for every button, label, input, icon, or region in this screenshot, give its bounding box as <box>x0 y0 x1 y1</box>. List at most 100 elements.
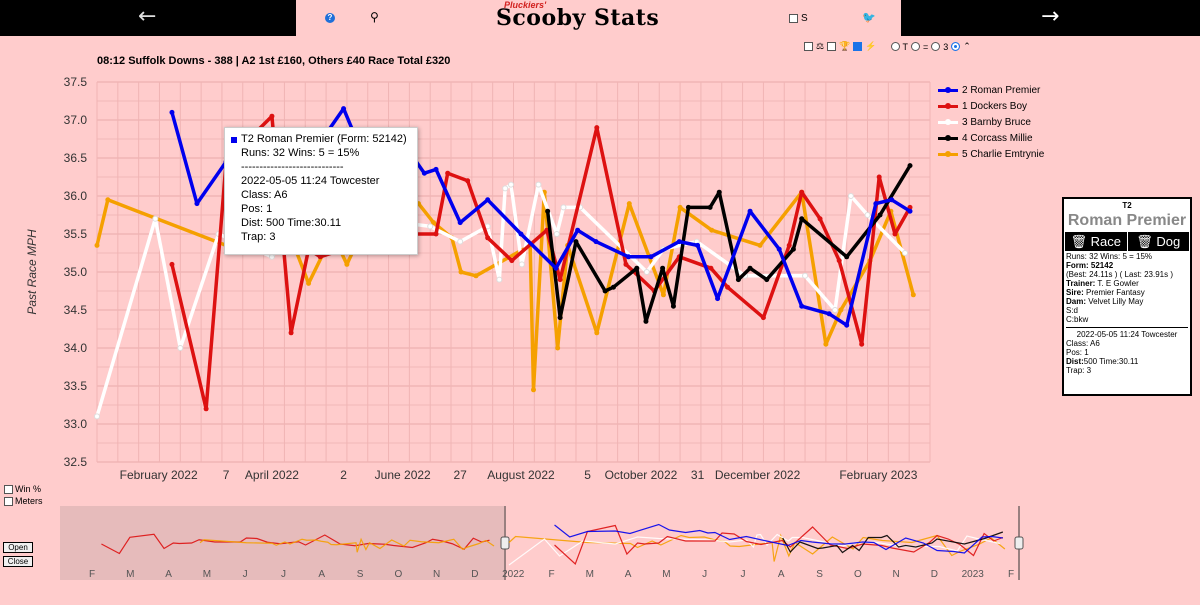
close-button[interactable]: Close <box>3 556 33 567</box>
key-icon[interactable]: ⚲ <box>370 10 379 24</box>
top-bar: ← ? ⚲ Pluckiers' Scooby Stats S 🐦 → <box>0 0 1200 36</box>
data-point <box>799 303 805 309</box>
overview-tick-label: M <box>586 569 594 580</box>
data-point <box>764 277 770 283</box>
data-point <box>902 250 909 256</box>
legend-item[interactable]: 2 Roman Premier <box>938 82 1044 98</box>
card-class: Class: A6 <box>1066 339 1100 348</box>
radio-equal[interactable] <box>911 42 921 51</box>
legend-item[interactable]: 5 Charlie Emtrynie <box>938 146 1044 162</box>
scale-checkbox[interactable] <box>804 42 813 51</box>
data-point <box>502 185 509 192</box>
data-point <box>776 246 782 252</box>
header-center: ? ⚲ Pluckiers' Scooby Stats S 🐦 <box>296 0 901 36</box>
legend-label: 2 Roman Premier <box>962 84 1041 96</box>
data-point <box>433 231 439 237</box>
overview-tick-label: F <box>89 569 95 580</box>
card-trainer-row: Trainer: T. E Gowler <box>1066 279 1188 288</box>
s-toggle[interactable]: S <box>789 13 808 24</box>
radio-3[interactable] <box>931 42 941 51</box>
arrow-left-icon[interactable]: ← <box>138 4 157 29</box>
data-point <box>643 269 650 275</box>
help-icon[interactable]: ? <box>325 13 335 23</box>
tooltip-date: 2022-05-05 11:24 Towcester <box>241 175 380 187</box>
overview-tick-label: 2022 <box>502 569 525 580</box>
y-tick-label: 36.5 <box>64 151 88 165</box>
overview-tick-label: S <box>357 569 364 580</box>
overview-tick-label: A <box>625 569 632 580</box>
data-point <box>844 322 850 328</box>
chart-options: ⚖ 🏆 ⚡ T = 3 ⌃ <box>804 41 971 52</box>
chart-series <box>94 106 916 420</box>
data-point <box>421 170 427 176</box>
data-point <box>152 215 159 222</box>
card-runs: Runs: 32 Wins: 5 = 15% <box>1066 252 1153 261</box>
data-point <box>594 330 600 336</box>
overview-navigator: F M A M J J A S O N D 2022 F M A M J J A S O N D 2023 F <box>60 506 1024 580</box>
data-point <box>859 341 865 347</box>
bolt-checkbox[interactable] <box>853 42 863 51</box>
overview-tick-label: F <box>1008 569 1014 580</box>
legend-item[interactable]: 3 Barnby Bruce <box>938 114 1044 130</box>
data-point <box>457 220 463 226</box>
win-pct-toggle[interactable]: Win % <box>4 483 43 495</box>
s-checkbox[interactable] <box>789 14 798 23</box>
legend-swatch-white <box>938 118 958 125</box>
radio-up[interactable] <box>951 42 961 51</box>
win-pct-checkbox[interactable] <box>4 484 13 494</box>
data-point <box>847 193 854 199</box>
dog-card: T2 Roman Premier 🗑 Race 🗑 Dog Runs: 32 W… <box>1062 197 1192 396</box>
meters-toggle[interactable]: Meters <box>4 495 43 507</box>
y-tick-label: 34.0 <box>64 341 88 355</box>
nav-prev[interactable]: ← <box>0 0 296 36</box>
overview-tick-label: J <box>740 569 745 580</box>
card-form: 52142 <box>1090 261 1114 270</box>
radio-up-label: ⌃ <box>963 41 971 51</box>
arrow-right-icon[interactable]: → <box>1041 4 1060 29</box>
legend-label: 5 Charlie Emtrynie <box>962 148 1045 160</box>
trophy-checkbox[interactable] <box>827 42 837 51</box>
data-point <box>203 406 209 412</box>
data-point <box>747 208 753 214</box>
meters-checkbox[interactable] <box>4 496 13 506</box>
data-point <box>169 109 175 115</box>
overview-left-handle <box>500 536 510 550</box>
card-dist-row: Dist:500 Time:30.11 <box>1066 357 1188 366</box>
data-point <box>288 330 294 336</box>
data-point <box>648 254 654 260</box>
meters-label: Meters <box>15 496 43 506</box>
legend-item[interactable]: 1 Dockers Boy <box>938 98 1044 114</box>
data-point <box>716 189 722 195</box>
x-tick-label: 27 <box>454 468 468 482</box>
trophy-icon: 🏆 <box>839 41 851 51</box>
legend-label: 1 Dockers Boy <box>962 100 1028 112</box>
data-point <box>509 258 515 264</box>
x-axis-ticks: February 2022 7 April 2022 2 June 2022 27 Augu… <box>120 468 918 482</box>
data-point <box>676 239 682 245</box>
delete-race-button[interactable]: 🗑 Race <box>1065 232 1127 251</box>
overview-tick-label: 2023 <box>962 569 985 580</box>
overview-tick-label: D <box>471 569 478 580</box>
data-point <box>269 113 275 119</box>
data-point <box>431 220 437 226</box>
data-point <box>473 273 479 279</box>
data-point <box>747 265 753 271</box>
legend-item[interactable]: 4 Corcass Millie <box>938 130 1044 146</box>
overview-tick-label: S <box>816 569 823 580</box>
legend-label: 3 Barnby Bruce <box>962 116 1031 128</box>
legend-swatch-blue <box>938 86 958 93</box>
twitter-icon[interactable]: 🐦 <box>862 11 876 24</box>
data-point <box>634 265 640 271</box>
nav-next[interactable]: → <box>901 0 1200 36</box>
overview-series <box>199 537 495 553</box>
data-point <box>907 163 913 169</box>
win-pct-label: Win % <box>15 484 42 494</box>
radio-t[interactable] <box>890 42 900 51</box>
data-point <box>105 197 111 203</box>
data-point <box>553 265 559 271</box>
data-point <box>610 284 616 290</box>
overview-tick-label: O <box>854 569 862 580</box>
delete-dog-button[interactable]: 🗑 Dog <box>1127 232 1189 251</box>
open-button[interactable]: Open <box>3 542 33 553</box>
